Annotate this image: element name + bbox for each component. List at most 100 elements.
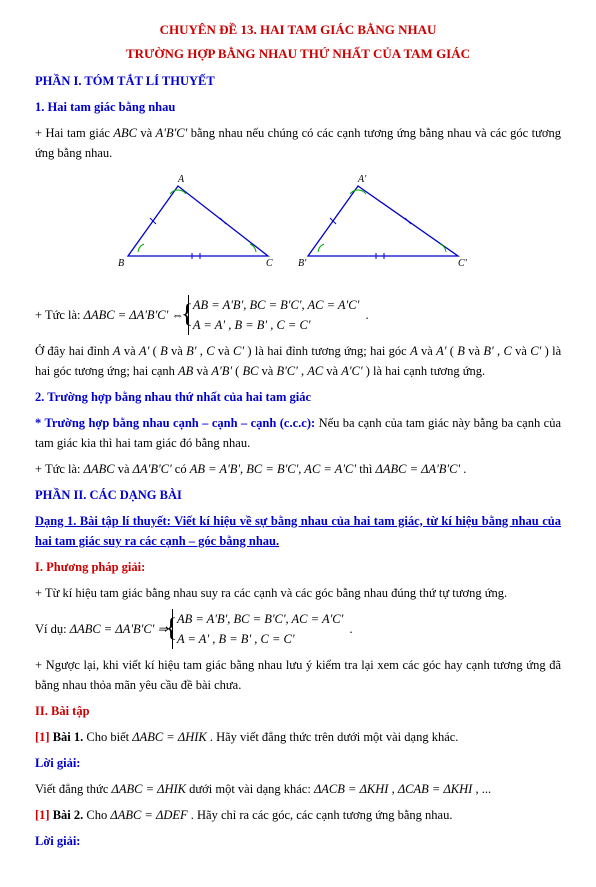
t: A'B' [211,364,232,378]
t: , ... [475,782,491,796]
para-6: + Ngược lại, khi viết kí hiệu tam giác b… [35,655,561,695]
lbl-B: B [118,258,124,269]
sym-abc: ABC [113,126,137,140]
para-4: + Tức là: ΔABC và ΔA'B'C' có AB = A'B', … [35,459,561,479]
t: và [118,462,133,476]
subheading-2: 2. Trường hợp bằng nhau thứ nhất của hai… [35,387,561,407]
t: AB [178,364,193,378]
t: ΔABC = ΔA'B'C' [376,462,461,476]
lbl-Ap: A' [357,174,367,185]
t: . Hãy chỉ ra các góc, các cạnh tương ứng… [191,808,453,822]
t: [1] [35,730,53,744]
lbl-Bp: B' [298,258,307,269]
para-1: + Hai tam giác ABC và A'B'C' bằng nhau n… [35,123,561,163]
t: AB = A'B', BC = B'C', AC = A'C' [190,462,356,476]
t: + Tức là: [35,462,84,476]
doc-title-1: CHUYÊN ĐỀ 13. HAI TAM GIÁC BẰNG NHAU [35,20,561,41]
t: là hai cạnh tương ứng. [373,364,485,378]
t: ΔA'B'C' [133,462,172,476]
solution-heading: Lời giải: [35,753,561,773]
figure-triangles: A B C A' B' C' [35,171,561,287]
t: . Hãy viết đẳng thức trên dưới một vài d… [210,730,459,744]
sys-line-1: AB = A'B', BC = B'C', AC = A'C' [177,609,343,629]
t: [1] [35,808,53,822]
t: Cho [86,808,110,822]
t: BC [242,364,258,378]
equation-system-1: + Tức là: ΔABC = ΔA'B'C' ⇔ AB = A'B', BC… [35,295,561,335]
t: Ví dụ: [35,622,70,636]
t: B [160,344,168,358]
t: B' [483,344,493,358]
t: Ví dụ: ΔABC = ΔA'B'C' ⇒ [35,619,168,639]
t: và [515,344,530,358]
eq: ΔABC = ΔA'B'C' ⇔ [84,308,184,322]
section-heading-2: PHẦN II. CÁC DẠNG BÀI [35,485,561,505]
sys-line-2: A = A' , B = B' , C = C' [177,629,343,649]
t: và [468,344,483,358]
sys-line-1: AB = A'B', BC = B'C', AC = A'C' [193,295,359,315]
dang-1: Dạng 1. Bài tập lí thuyết: Viết kí hiệu … [35,511,561,551]
brace: AB = A'B', BC = B'C', AC = A'C' A = A' ,… [188,295,359,335]
t: Bài 1. [53,730,84,744]
t: và [140,126,155,140]
t: và [262,364,277,378]
t: thì [359,462,375,476]
t: ) [366,364,370,378]
t: . [463,462,466,476]
lbl-C: C [266,258,273,269]
t: A [113,344,121,358]
t: B [457,344,465,358]
exercise-2: [1] Bài 2. Cho ΔABC = ΔDEF . Hãy chỉ ra … [35,805,561,825]
solution-1: Viết đẳng thức ΔABC = ΔHIK dưới một vài … [35,779,561,799]
t: là hai đỉnh tương ứng; hai góc [255,344,410,358]
t: ( [153,344,160,358]
t: A' [436,344,446,358]
t: và [421,344,436,358]
t: . [359,305,368,325]
t: và [196,364,211,378]
brace: AB = A'B', BC = B'C', AC = A'C' A = A' ,… [172,609,343,649]
t: ΔCAB = ΔKHI [398,782,473,796]
page: CHUYÊN ĐỀ 13. HAI TAM GIÁC BẰNG NHAU TRƯ… [0,0,596,887]
t: và [326,364,341,378]
t: Viết đẳng thức [35,782,112,796]
method-heading: I. Phương pháp giải: [35,557,561,577]
t: ΔABC = ΔHIK [132,730,207,744]
t: Bài 2. [53,808,84,822]
t: ) [247,344,251,358]
t: A' [139,344,149,358]
sys-line-2: A = A' , B = B' , C = C' [193,315,359,335]
lbl-A: A [177,174,185,185]
t: ΔABC = ΔDEF [110,808,187,822]
t: A'C' [341,364,362,378]
subheading-1: 1. Hai tam giác bằng nhau [35,97,561,117]
t: . [343,619,352,639]
t: + Tức là: ΔABC = ΔA'B'C' ⇔ [35,305,184,325]
triangle-diagram: A B C A' B' C' [108,171,488,281]
t: Cho biết [86,730,132,744]
exercise-1: [1] Bài 1. Cho biết ΔABC = ΔHIK . Hãy vi… [35,727,561,747]
t: ) [545,344,549,358]
t: C [503,344,511,358]
para-2: Ở đây hai đỉnh A và A' ( B và B' , C và … [35,341,561,381]
t: và [218,344,233,358]
eq: ΔABC = ΔA'B'C' ⇒ [70,622,168,636]
t: * Trường hợp bằng nhau cạnh – cạnh – cạn… [35,416,315,430]
t: B' [186,344,196,358]
doc-title-2: TRƯỜNG HỢP BẰNG NHAU THỨ NHẤT CỦA TAM GI… [35,44,561,65]
t: + Hai tam giác [35,126,113,140]
t: C' [233,344,244,358]
t: B'C' [276,364,297,378]
sym-abc2: A'B'C' [156,126,188,140]
t: + Tức là: [35,308,84,322]
t: và [171,344,186,358]
t: ΔABC = ΔHIK [112,782,187,796]
lbl-Cp: C' [458,258,468,269]
para-3: * Trường hợp bằng nhau cạnh – cạnh – cạn… [35,413,561,453]
t: AC [307,364,323,378]
para-5: + Từ kí hiệu tam giác bằng nhau suy ra c… [35,583,561,603]
t: C [206,344,214,358]
t: ΔABC [84,462,115,476]
t: ΔACB = ΔKHI [314,782,389,796]
t: có [175,462,190,476]
